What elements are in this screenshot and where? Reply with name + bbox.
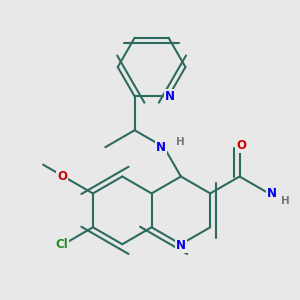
Text: O: O <box>57 170 67 183</box>
Text: H: H <box>281 196 290 206</box>
Text: N: N <box>156 141 166 154</box>
Text: N: N <box>165 90 175 103</box>
Text: N: N <box>176 239 186 252</box>
Text: H: H <box>176 137 184 147</box>
Text: N: N <box>267 187 277 200</box>
Text: O: O <box>236 139 246 152</box>
Text: Cl: Cl <box>56 238 68 251</box>
